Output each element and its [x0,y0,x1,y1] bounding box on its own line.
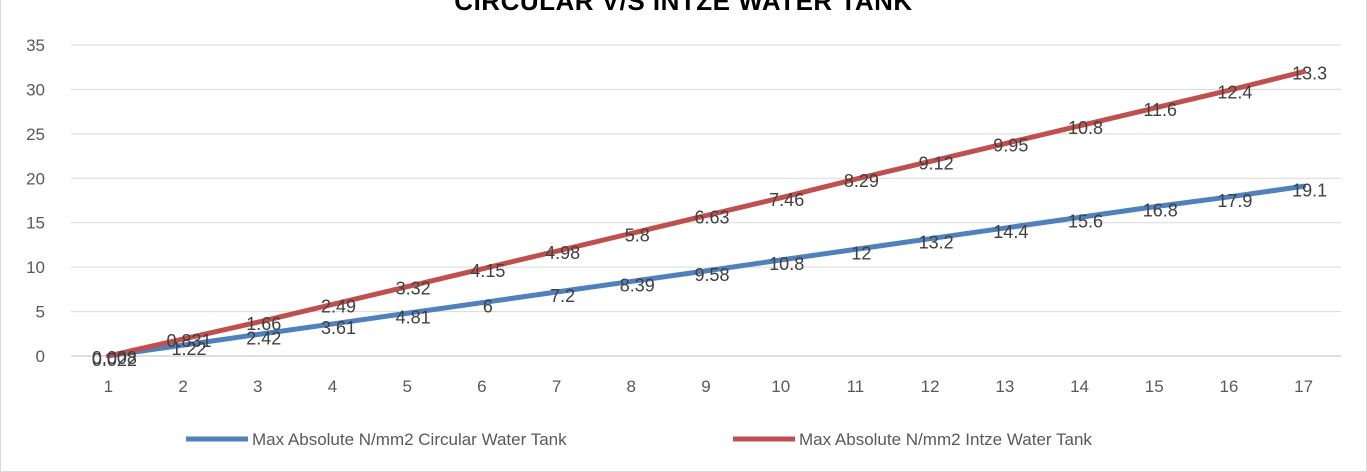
data-label-series-1: 3.61 [321,318,356,338]
x-tick-label: 4 [328,377,337,396]
data-label-series-1: 13.2 [919,233,954,253]
data-label-series-1: 8.39 [620,275,655,295]
data-label-series-2: 2.49 [321,296,356,316]
data-label-series-1: 12 [851,243,871,263]
data-label-series-1: 9.58 [694,265,729,285]
data-label-series-1: 16.8 [1143,201,1178,221]
data-label-series-1: 10.8 [769,254,804,274]
data-label-series-2: 7.46 [769,190,804,210]
data-label-series-2: 1.66 [246,314,281,334]
data-label-series-1: 0.022 [92,350,137,370]
x-tick-label: 12 [921,377,940,396]
data-label-series-2: 3.32 [396,279,431,299]
y-tick-label: 5 [36,303,45,322]
data-label-series-2: 9.95 [993,136,1028,156]
x-tick-label: 15 [1145,377,1164,396]
series-line-2 [105,69,1307,359]
x-tick-label: 9 [701,377,710,396]
legend-label-1: Max Absolute N/mm2 Circular Water Tank [252,430,567,449]
data-label-series-2: 0.008 [92,348,137,368]
data-label-series-1: 14.4 [993,222,1028,242]
y-tick-label: 30 [26,80,45,99]
data-label-series-2: 5.8 [625,225,650,245]
x-tick-label: 3 [253,377,262,396]
data-label-series-2: 9.12 [919,153,954,173]
data-label-series-1: 7.2 [550,286,575,306]
data-label-series-2: 13.3 [1292,64,1327,84]
series-line-1 [105,183,1307,359]
x-tick-label: 8 [627,377,636,396]
data-label-series-2: 11.6 [1143,100,1177,120]
x-tick-label: 13 [995,377,1014,396]
chart-title: CIRCULAR V/S INTZE WATER TANK [454,0,913,16]
x-tick-label: 11 [847,377,865,396]
data-label-series-2: 4.98 [545,243,580,263]
x-tick-label: 1 [104,377,113,396]
x-tick-label: 17 [1294,377,1313,396]
y-tick-label: 20 [26,169,45,188]
data-label-series-2: 6.63 [694,208,729,228]
data-label-series-1: 4.81 [396,307,431,327]
y-tick-label: 35 [26,36,45,55]
data-label-series-1: 1.22 [172,339,207,359]
x-tick-label: 6 [477,377,486,396]
x-tick-label: 7 [552,377,561,396]
data-label-series-1: 6 [483,297,493,317]
data-label-series-2: 12.4 [1217,82,1252,102]
y-tick-label: 10 [26,258,45,277]
legend-label-2: Max Absolute N/mm2 Intze Water Tank [799,430,1092,449]
data-label-series-2: 4.15 [470,261,505,281]
data-label-series-2: 8.29 [844,171,879,191]
data-label-series-2: 0.831 [167,331,212,351]
x-tick-label: 14 [1070,377,1089,396]
x-tick-label: 5 [402,377,411,396]
x-tick-label: 16 [1219,377,1238,396]
x-tick-label: 2 [178,377,187,396]
data-label-series-1: 17.9 [1217,191,1252,211]
y-tick-label: 25 [26,125,45,144]
data-label-series-1: 19.1 [1292,180,1327,200]
data-label-series-1: 2.42 [246,328,281,348]
y-tick-label: 0 [36,347,45,366]
y-tick-label: 15 [26,214,45,233]
data-label-series-1: 15.6 [1068,211,1103,231]
data-label-series-2: 10.8 [1068,118,1103,138]
x-tick-label: 10 [771,377,790,396]
